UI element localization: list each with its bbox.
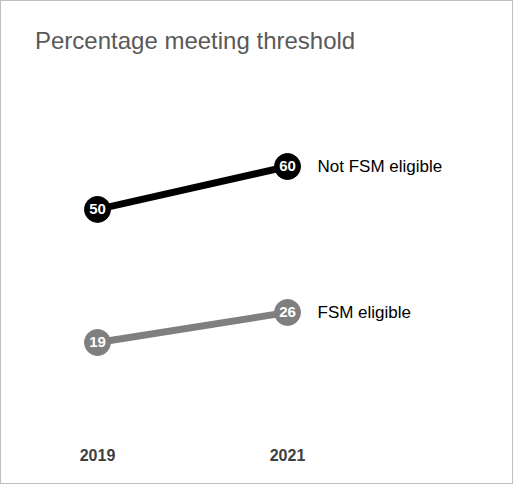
svg-text:60: 60	[279, 157, 296, 174]
svg-text:2021: 2021	[270, 447, 306, 464]
svg-text:50: 50	[89, 200, 106, 217]
svg-text:Not FSM eligible: Not FSM eligible	[318, 157, 443, 176]
svg-text:26: 26	[279, 303, 296, 320]
html-text:Percentage meeting threshold: Percentage meeting threshold	[35, 27, 356, 54]
svg-text:2019: 2019	[80, 447, 116, 464]
svg-text:19: 19	[89, 333, 106, 350]
svg-text:FSM eligible: FSM eligible	[318, 303, 412, 322]
